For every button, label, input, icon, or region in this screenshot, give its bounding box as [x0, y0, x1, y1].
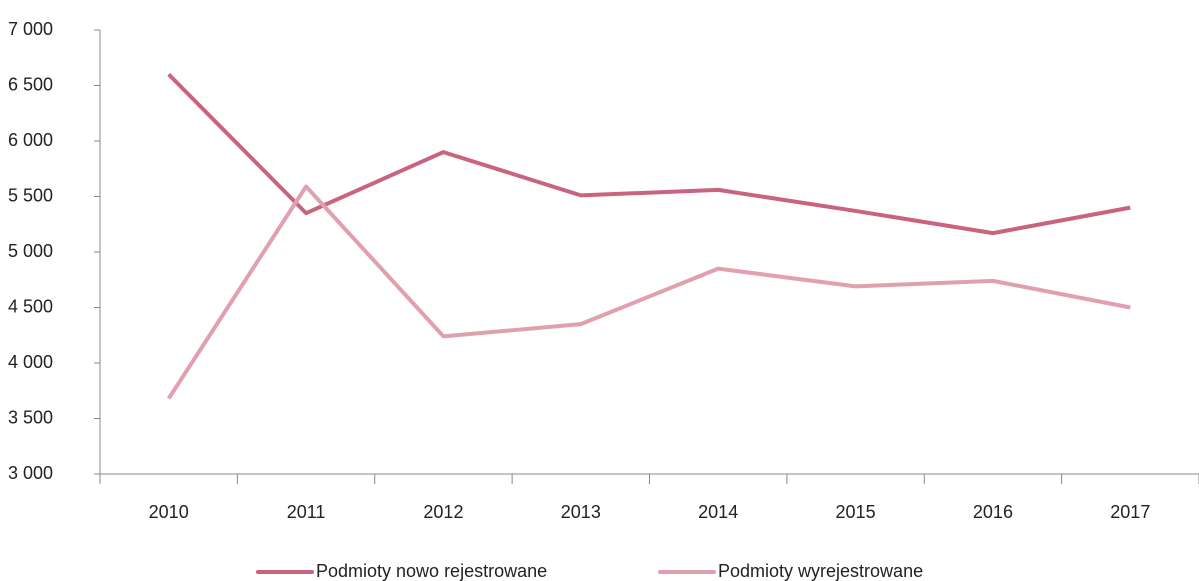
- y-tick-label: 5 500: [8, 185, 53, 205]
- y-tick-label: 6 500: [8, 74, 53, 94]
- y-tick-label: 3 000: [8, 463, 53, 483]
- x-tick-label: 2015: [836, 502, 876, 522]
- legend-label: Podmioty wyrejestrowane: [718, 561, 923, 581]
- y-tick-label: 3 500: [8, 407, 53, 427]
- x-tick-label: 2011: [287, 502, 326, 522]
- x-tick-label: 2016: [973, 502, 1013, 522]
- y-tick-label: 7 000: [8, 19, 53, 39]
- x-tick-label: 2014: [698, 502, 738, 522]
- y-tick-label: 5 000: [8, 241, 53, 261]
- x-tick-label: 2017: [1110, 502, 1150, 522]
- x-tick-label: 2013: [561, 502, 601, 522]
- y-tick-label: 4 000: [8, 352, 53, 372]
- x-tick-label: 2010: [149, 502, 189, 522]
- y-tick-label: 4 500: [8, 296, 53, 316]
- series-line: [167, 184, 1131, 400]
- y-tick-label: 6 000: [8, 130, 53, 150]
- series-line: [167, 72, 1131, 236]
- legend-label: Podmioty nowo rejestrowane: [316, 561, 547, 581]
- x-tick-label: 2012: [423, 502, 463, 522]
